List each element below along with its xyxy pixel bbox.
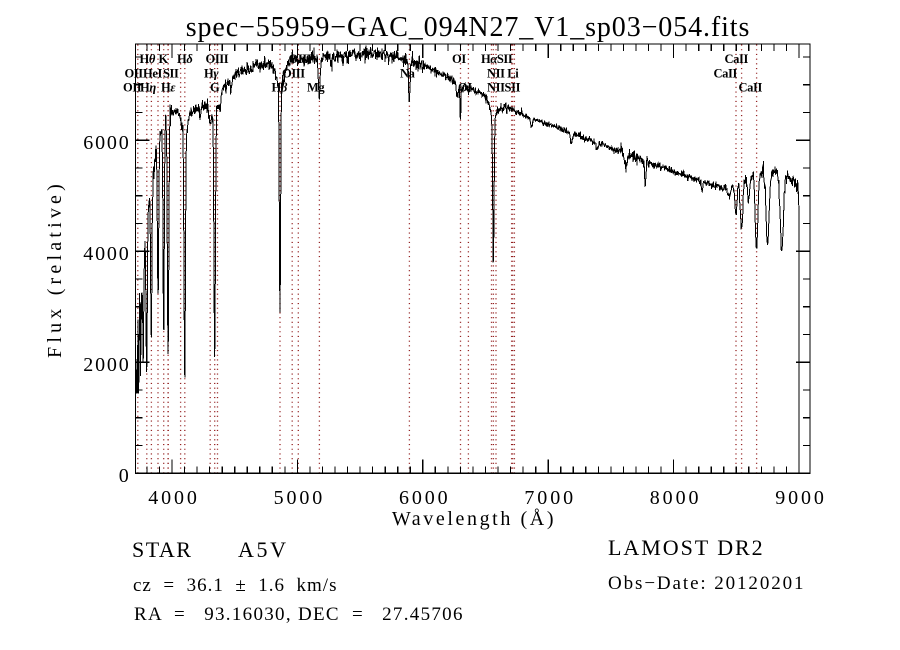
svg-text:G: G — [210, 81, 220, 95]
svg-text:STAR: STAR — [132, 537, 192, 562]
svg-text:CaII: CaII — [739, 81, 763, 95]
svg-text:NII Li: NII Li — [487, 67, 519, 81]
svg-text:CaII: CaII — [725, 52, 749, 66]
svg-text:0: 0 — [119, 465, 131, 487]
svg-text:A5V: A5V — [238, 537, 289, 562]
svg-text:Flux (relative): Flux (relative) — [44, 180, 66, 358]
svg-text:K: K — [159, 52, 169, 66]
svg-text:Hη: Hη — [140, 81, 156, 95]
svg-text:RA = 93.16030, DEC = 27.: RA = 93.16030, DEC = 27.45706 — [134, 604, 464, 625]
svg-text:4000: 4000 — [148, 487, 200, 509]
svg-text:5000: 5000 — [274, 487, 326, 509]
svg-text:Hε: Hε — [161, 81, 176, 95]
svg-text:8000: 8000 — [650, 487, 702, 509]
svg-text:cz = 36.1 ± 1.6 km/s: cz = 36.1 ± 1.6 km/s — [133, 575, 337, 596]
svg-text:4000: 4000 — [83, 243, 130, 265]
svg-text:2000: 2000 — [83, 354, 130, 376]
svg-text:Hγ: Hγ — [204, 67, 219, 81]
svg-text:Mg: Mg — [307, 81, 325, 95]
svg-text:OII: OII — [123, 81, 142, 95]
svg-text:OIII: OIII — [206, 52, 229, 66]
svg-text:CaII: CaII — [714, 67, 738, 81]
svg-text:OII: OII — [125, 67, 144, 81]
svg-text:6000: 6000 — [83, 132, 130, 154]
svg-text:Hθ: Hθ — [140, 52, 156, 66]
svg-text:LAMOST DR2: LAMOST DR2 — [608, 535, 765, 560]
svg-text:Wavelength (Å): Wavelength (Å) — [392, 508, 556, 530]
svg-text:7000: 7000 — [524, 487, 576, 509]
svg-text:Hδ: Hδ — [177, 52, 193, 66]
svg-text:Obs−Date: 20120201: Obs−Date: 20120201 — [608, 573, 805, 594]
svg-text:OIII: OIII — [282, 67, 305, 81]
svg-text:OI: OI — [452, 52, 466, 66]
svg-text:9000: 9000 — [775, 487, 827, 509]
svg-text:spec−55959−GAC_094N27_V1_sp03−: spec−55959−GAC_094N27_V1_sp03−054.fits — [186, 12, 751, 43]
svg-text:Hβ: Hβ — [272, 81, 288, 95]
svg-text:6000: 6000 — [399, 487, 451, 509]
svg-text:SII: SII — [163, 67, 179, 81]
svg-text:HαSII: HαSII — [481, 52, 513, 66]
svg-text:HeI: HeI — [143, 67, 162, 81]
svg-text:NIISII: NIISII — [487, 81, 521, 95]
